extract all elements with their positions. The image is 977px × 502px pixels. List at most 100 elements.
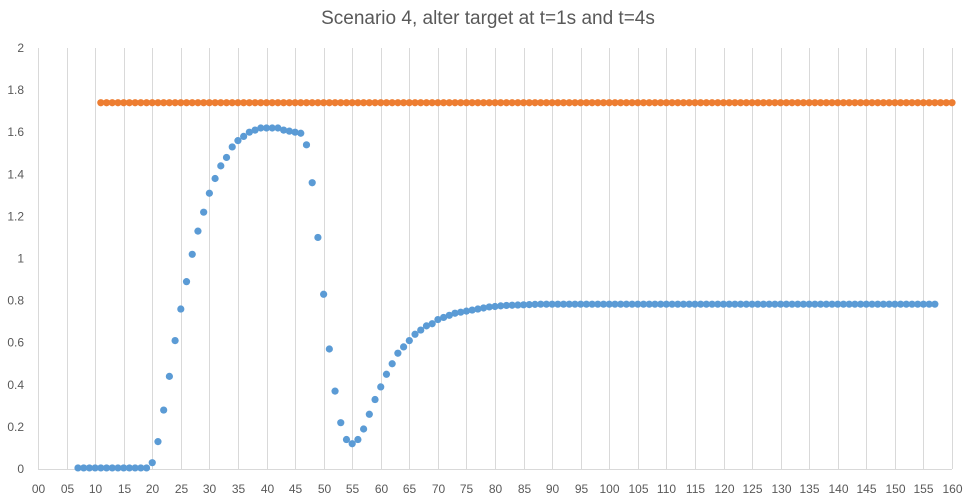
data-point (457, 308, 465, 316)
data-point (74, 464, 82, 472)
data-point (845, 99, 853, 107)
data-point (382, 99, 391, 107)
data-point (714, 99, 722, 107)
data-point (519, 301, 528, 309)
data-point (577, 99, 585, 107)
data-point (594, 99, 602, 107)
data-point (445, 311, 453, 319)
x-tick-label: 150 (885, 482, 905, 496)
data-point (468, 99, 476, 107)
x-tick-label: 25 (175, 482, 189, 496)
data-point (771, 99, 779, 107)
data-point (377, 383, 385, 391)
data-point (748, 99, 756, 107)
data-point (794, 99, 802, 107)
data-point (514, 301, 522, 309)
x-tick-label: 50 (318, 482, 332, 496)
data-point (777, 99, 785, 107)
data-point (639, 300, 648, 308)
data-point (485, 303, 493, 311)
data-point (291, 99, 299, 107)
data-point (205, 189, 213, 197)
data-point (782, 300, 790, 308)
data-point (160, 99, 168, 107)
data-point (811, 99, 819, 107)
data-point (331, 387, 339, 395)
data-point (388, 99, 396, 107)
x-tick-label: 10 (89, 482, 103, 496)
data-point (788, 99, 796, 107)
data-point (205, 99, 213, 107)
data-point (868, 300, 876, 308)
data-point (657, 300, 665, 308)
data-point (834, 99, 842, 107)
data-point (628, 300, 636, 308)
data-point (400, 343, 408, 351)
data-point (211, 174, 219, 183)
data-point (765, 99, 773, 107)
y-tick-label: 1.8 (7, 83, 24, 97)
data-point (428, 99, 436, 107)
data-point (577, 300, 585, 308)
data-point (925, 300, 933, 308)
data-point (674, 99, 682, 107)
chart-title: Scenario 4, alter target at t=1s and t=4… (321, 8, 655, 29)
data-point (354, 435, 362, 444)
x-tick-label: 05 (61, 482, 75, 496)
data-point (194, 99, 202, 107)
data-point (822, 99, 830, 107)
data-point (142, 464, 151, 472)
data-point (731, 300, 739, 308)
data-point (702, 300, 710, 308)
data-point (605, 300, 613, 308)
data-point (308, 179, 316, 187)
x-tick-label: 90 (546, 482, 560, 496)
data-point (405, 99, 413, 107)
data-point (171, 99, 179, 107)
data-point (274, 99, 282, 107)
x-tick-label: 130 (771, 482, 791, 496)
data-point (794, 300, 802, 308)
data-point (885, 99, 893, 107)
data-point (148, 459, 156, 467)
data-point (822, 300, 830, 308)
data-point (885, 300, 893, 308)
y-tick-label: 0 (17, 462, 24, 476)
y-tick-label: 2 (17, 41, 24, 55)
x-tick-label: 145 (856, 482, 876, 496)
data-point (617, 300, 625, 308)
data-point (605, 99, 613, 107)
data-point (148, 99, 156, 107)
data-point (434, 315, 442, 324)
data-point (657, 99, 665, 107)
data-point (559, 300, 568, 308)
data-point (382, 370, 391, 378)
data-point (765, 300, 773, 308)
data-point (931, 300, 939, 308)
data-point (588, 99, 596, 107)
data-point (879, 300, 888, 308)
data-point (451, 99, 459, 107)
data-point (417, 99, 425, 107)
data-point (857, 99, 865, 107)
data-point (377, 99, 385, 107)
data-point (257, 99, 265, 107)
y-tick-label: 1.4 (7, 167, 24, 181)
data-point (902, 99, 910, 107)
data-point (439, 313, 448, 322)
data-point (805, 99, 813, 107)
data-point (268, 99, 276, 107)
data-point (137, 99, 145, 107)
data-point (342, 435, 351, 444)
data-point (91, 464, 99, 472)
data-point (519, 99, 528, 107)
data-point (97, 99, 105, 107)
data-point (931, 99, 939, 107)
data-point (531, 300, 539, 308)
y-tick-label: 1 (17, 252, 24, 266)
data-point (165, 372, 173, 380)
data-point (400, 99, 408, 107)
data-point (154, 99, 162, 107)
data-point (508, 301, 516, 309)
data-point (120, 99, 128, 107)
